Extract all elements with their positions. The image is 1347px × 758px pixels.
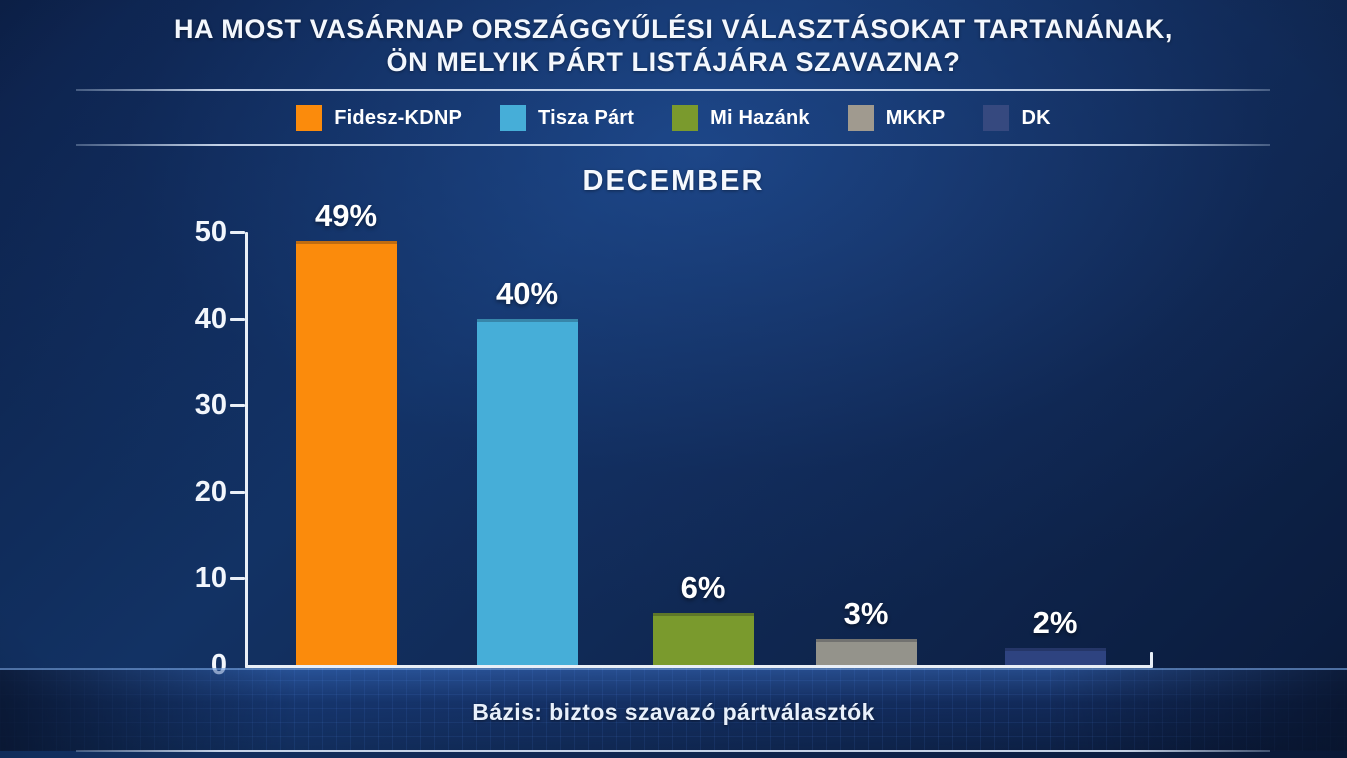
legend-item-mi-hazank: Mi Hazánk (672, 105, 810, 131)
separator-mid (76, 144, 1270, 146)
bar-tisza-part (476, 319, 578, 665)
separator-top (76, 89, 1270, 91)
legend-item-dk: DK (983, 105, 1051, 131)
x-axis (245, 665, 1153, 668)
bar-value-label-dk: 2% (1032, 605, 1078, 640)
y-tick-mark-10 (230, 577, 245, 581)
legend-label: DK (1021, 106, 1051, 129)
legend-swatch-dk (983, 105, 1010, 131)
legend-label: Tisza Párt (538, 106, 635, 129)
bar-dk (1004, 648, 1106, 665)
bar-value-label-fidesz-kdnp: 49% (314, 198, 378, 233)
bar-value-label-mkkp: 3% (843, 596, 889, 631)
poll-question-title: HA MOST VASÁRNAP ORSZÁGGYŰLÉSI VÁLASZTÁS… (0, 13, 1347, 79)
legend-label: Fidesz-KDNP (334, 106, 463, 129)
poll-question-line1: HA MOST VASÁRNAP ORSZÁGGYŰLÉSI VÁLASZTÁS… (173, 14, 1174, 44)
legend-item-fidesz-kdnp: Fidesz-KDNP (296, 105, 462, 131)
legend-swatch-tisza-part (500, 105, 527, 131)
y-tick-label-40: 40 (194, 302, 227, 335)
y-tick-mark-40 (230, 317, 245, 321)
y-tick-label-50: 50 (194, 216, 227, 248)
y-tick-label-30: 30 (194, 389, 227, 422)
y-tick-mark-30 (230, 404, 245, 408)
x-axis-end-tick (1150, 652, 1153, 667)
chart-month-title: DECEMBER (582, 165, 765, 197)
bar-fidesz-kdnp (295, 241, 397, 665)
legend-swatch-mkkp (847, 105, 874, 131)
y-tick-label-10: 10 (194, 562, 227, 595)
legend-swatch-mi-hazank (672, 105, 699, 131)
poll-question-line2: ÖN MELYIK PÁRT LISTÁJÁRA SZAVAZNA? (386, 47, 961, 77)
bar-value-label-mi-hazank: 6% (680, 570, 726, 605)
separator-bottom (76, 750, 1270, 752)
legend-label: Mi Hazánk (710, 106, 810, 129)
chart-legend: Fidesz-KDNP Tisza Párt Mi Hazánk MKKP DK (0, 103, 1347, 133)
legend-label: MKKP (885, 106, 946, 129)
chart-caption: Bázis: biztos szavazó pártválasztók (472, 699, 875, 725)
y-axis (245, 232, 248, 668)
legend-item-tisza-part: Tisza Párt (500, 105, 634, 131)
bar-value-label-tisza-part: 40% (495, 276, 559, 311)
bar-mi-hazank (652, 613, 754, 665)
y-tick-mark-20 (230, 490, 245, 494)
legend-swatch-fidesz-kdnp (296, 105, 323, 131)
bottom-glow-band (0, 668, 1347, 751)
bar-mkkp (815, 639, 917, 665)
y-tick-label-20: 20 (194, 475, 227, 508)
legend-item-mkkp: MKKP (847, 105, 946, 131)
y-tick-mark-50 (230, 231, 245, 234)
